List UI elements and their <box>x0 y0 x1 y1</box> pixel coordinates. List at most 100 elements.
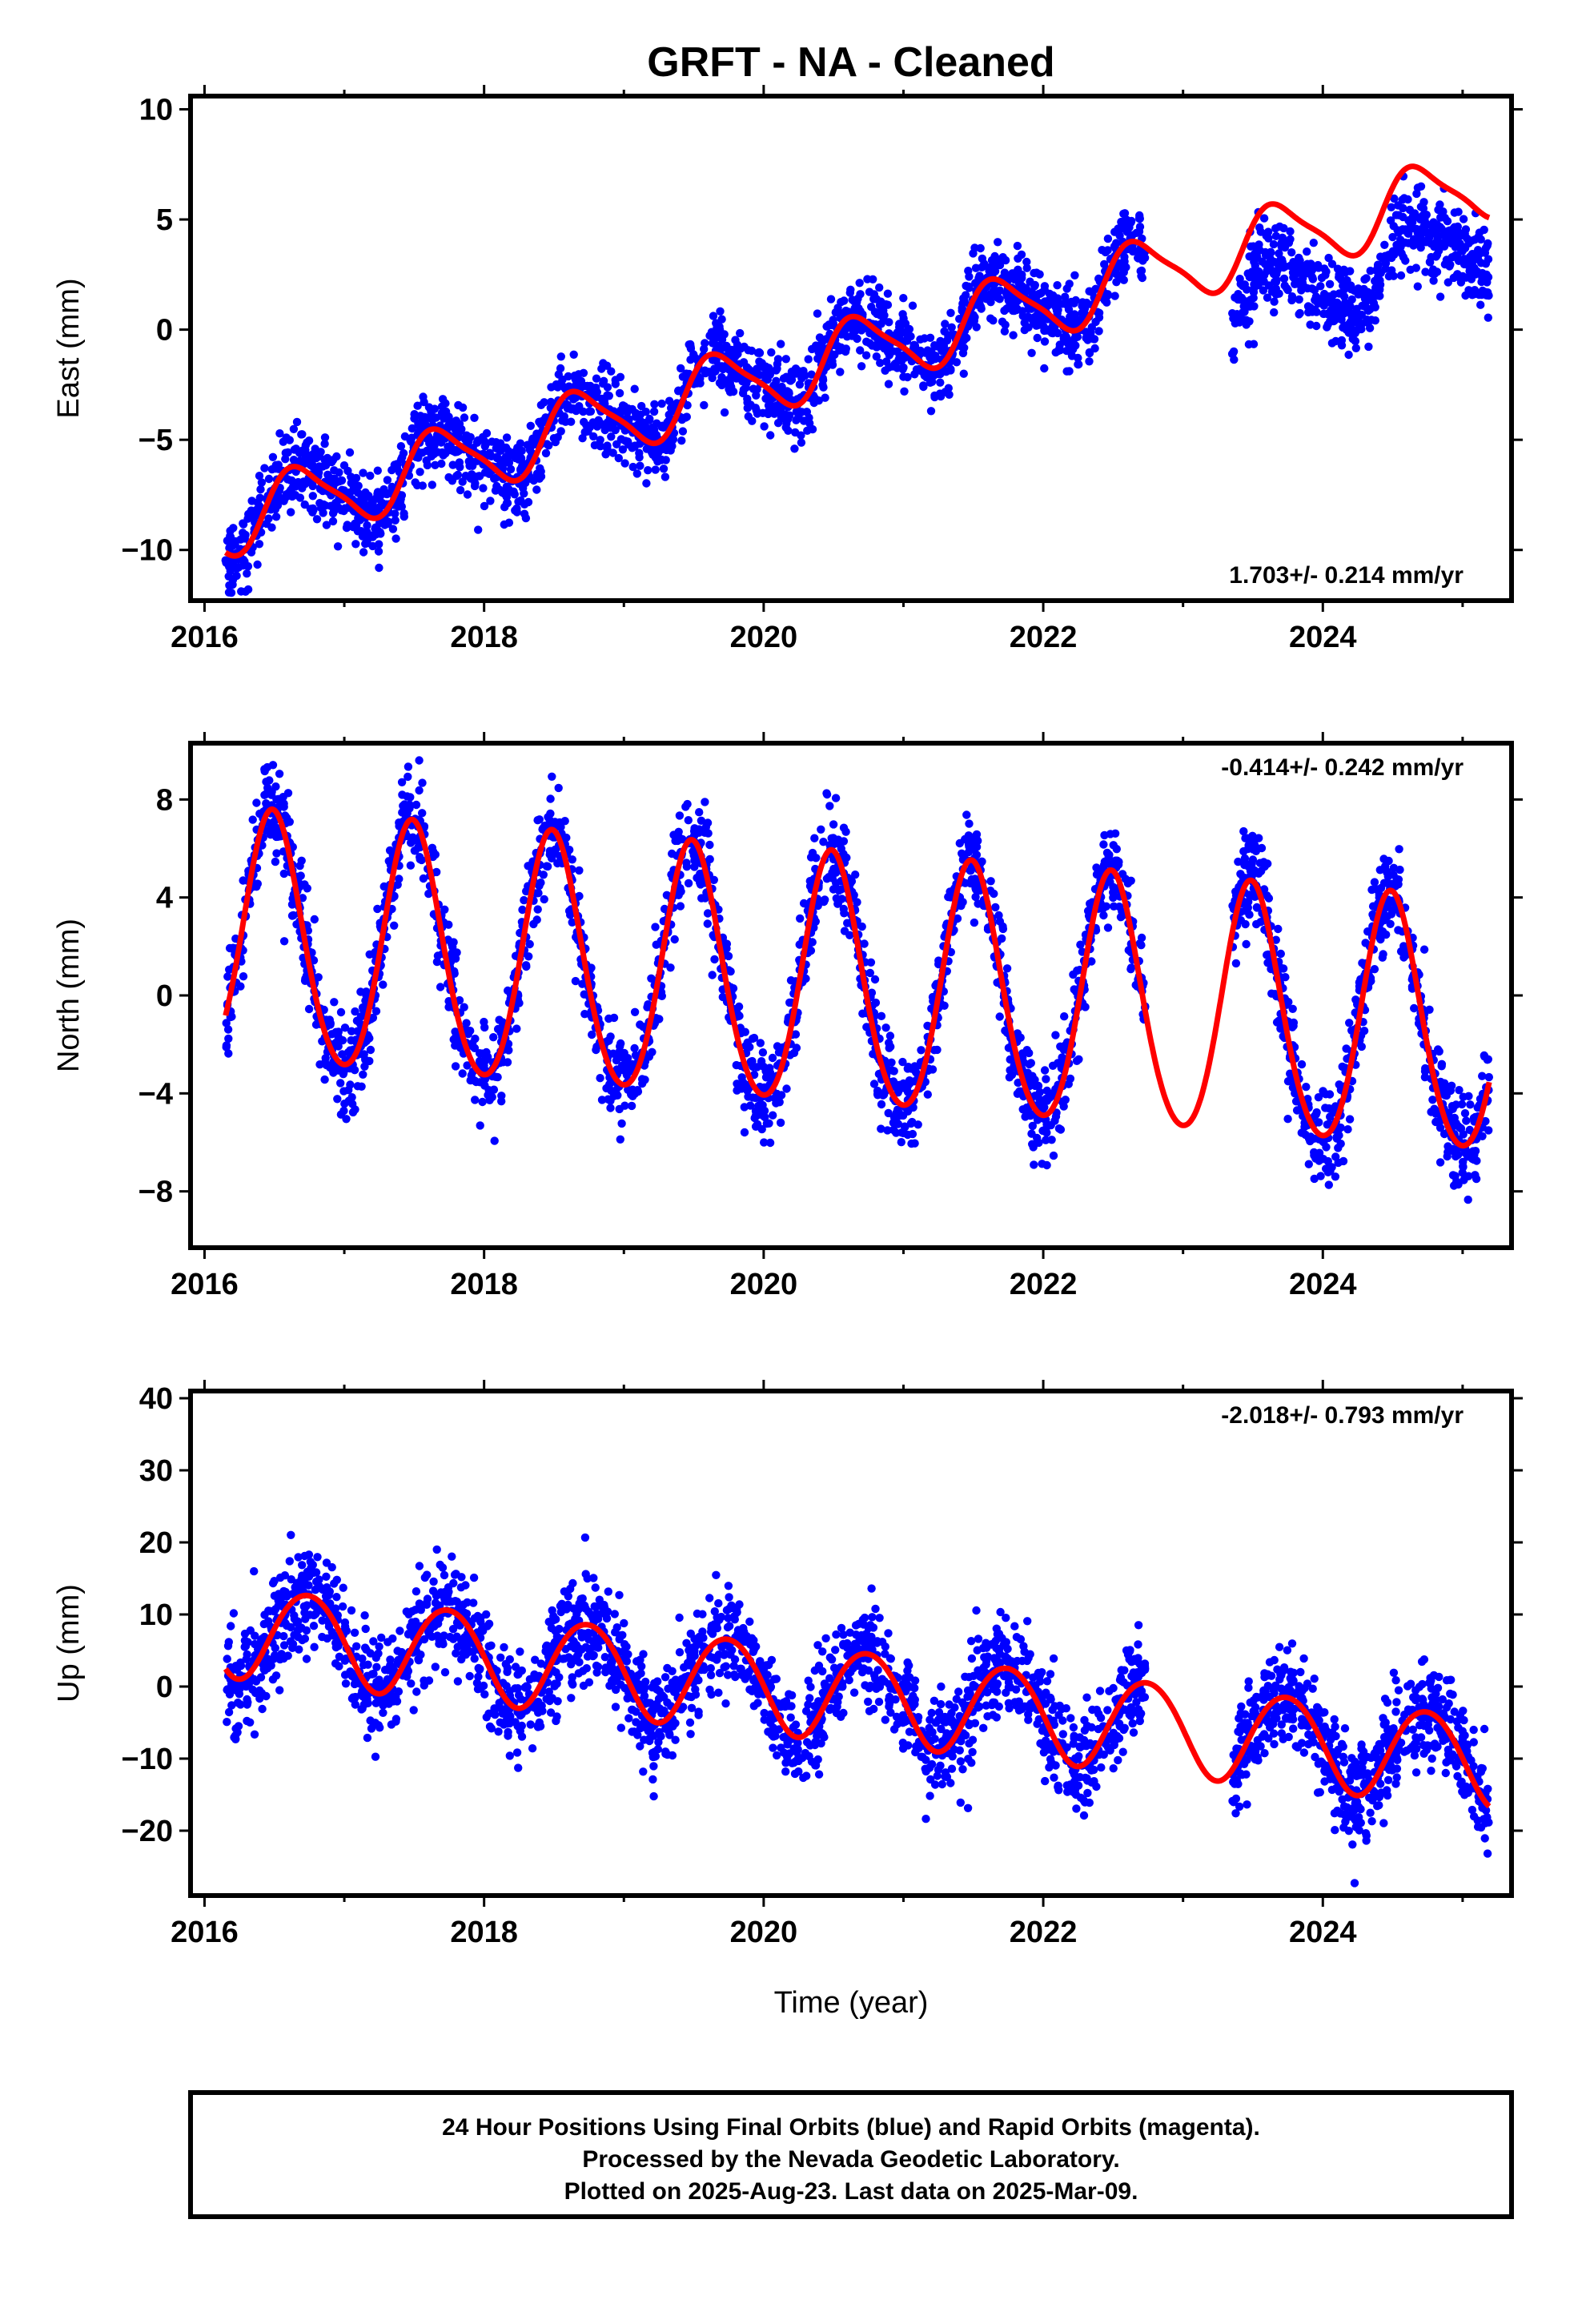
east-point <box>1247 267 1257 276</box>
east-point <box>357 493 366 501</box>
east-ytick-label: 10 <box>139 94 173 127</box>
north-point <box>1462 1116 1471 1125</box>
east-point <box>1366 292 1375 301</box>
north-point <box>737 1073 746 1082</box>
east-point <box>1085 348 1094 357</box>
north-point <box>1002 964 1012 973</box>
east-point <box>990 257 999 267</box>
east-point <box>1137 266 1146 275</box>
east-point <box>696 379 705 388</box>
east-point <box>1472 249 1481 258</box>
east-point <box>1065 279 1074 288</box>
east-point <box>1335 273 1343 282</box>
north-point <box>740 1103 749 1112</box>
north-point <box>462 1019 471 1027</box>
east-point <box>1074 316 1084 325</box>
east-point <box>290 445 299 454</box>
north-point <box>444 997 453 1006</box>
north-point <box>448 943 457 951</box>
north-point <box>560 816 569 826</box>
east-point <box>1423 236 1431 245</box>
east-point <box>1284 239 1294 247</box>
east-point <box>769 402 778 411</box>
north-point <box>554 783 563 793</box>
north-point <box>1302 1083 1311 1092</box>
north-point <box>675 811 685 820</box>
east-point <box>441 448 450 458</box>
north-point <box>845 931 854 940</box>
east-point <box>700 344 709 354</box>
east-point <box>521 478 530 488</box>
east-point <box>899 363 908 372</box>
north-point <box>1351 995 1360 1004</box>
north-point <box>432 957 442 967</box>
east-point <box>1468 236 1476 245</box>
east-point <box>1295 295 1303 304</box>
east-point <box>297 430 306 439</box>
east-point <box>790 444 799 453</box>
north-scatter <box>222 756 1494 1204</box>
east-point <box>1009 331 1018 340</box>
east-point <box>631 412 640 421</box>
east-point <box>674 386 683 395</box>
east-point <box>1306 320 1315 329</box>
east-point <box>738 388 748 398</box>
north-point <box>1103 923 1113 932</box>
east-point <box>556 379 566 388</box>
north-point <box>837 885 845 894</box>
east-point <box>1395 227 1403 236</box>
east-point <box>351 540 360 549</box>
east-xtick-label: 2020 <box>730 621 798 654</box>
north-point <box>359 1050 368 1059</box>
east-point <box>474 525 483 534</box>
east-point <box>454 400 463 410</box>
east-point <box>243 562 253 571</box>
east-point <box>1295 308 1304 318</box>
east-point <box>994 238 1002 247</box>
north-point <box>261 790 271 798</box>
east-point <box>1339 321 1349 330</box>
east-point <box>1341 268 1350 277</box>
east-point <box>1078 298 1087 307</box>
east-point <box>782 372 791 381</box>
east-point <box>597 420 606 429</box>
east-point <box>320 440 329 448</box>
north-point <box>881 1023 890 1032</box>
east-point <box>514 497 523 506</box>
east-point <box>1324 253 1333 263</box>
east-point <box>279 437 287 446</box>
north-point <box>534 889 543 898</box>
east-point <box>815 344 824 352</box>
east-point <box>1430 269 1439 279</box>
east-point <box>1452 232 1461 241</box>
east-point <box>727 382 736 392</box>
east-point <box>899 351 909 360</box>
east-point <box>455 458 464 467</box>
east-point <box>868 341 877 350</box>
east-point <box>1443 278 1453 287</box>
east-point <box>1262 231 1271 240</box>
east-point <box>337 476 347 485</box>
north-point <box>223 972 232 981</box>
east-point <box>466 474 476 483</box>
east-point <box>286 476 295 485</box>
north-point <box>703 818 713 827</box>
east-point <box>821 393 829 402</box>
north-point <box>867 988 877 997</box>
east-point <box>479 484 488 493</box>
east-point <box>715 322 724 332</box>
east-point <box>1390 194 1399 203</box>
east-point <box>412 480 422 490</box>
east-point <box>374 547 383 556</box>
east-point <box>752 391 761 400</box>
north-point <box>1056 1125 1066 1134</box>
east-point <box>1065 367 1074 376</box>
north-point <box>1326 1112 1335 1121</box>
east-point <box>1380 240 1389 249</box>
north-point <box>870 975 880 984</box>
east-point <box>1135 214 1145 223</box>
east-point <box>1071 296 1080 305</box>
east-point <box>678 427 688 436</box>
north-point <box>1246 891 1255 901</box>
east-point <box>319 500 328 509</box>
